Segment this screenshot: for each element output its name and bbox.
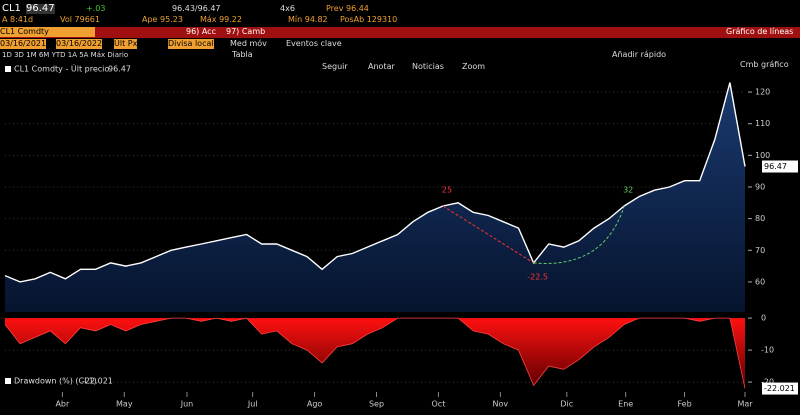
time: A 8:41d xyxy=(2,15,34,24)
open: Ape 95.23 xyxy=(142,15,183,24)
quick-add[interactable]: Añadir rápido xyxy=(612,50,667,59)
y-tick-label: 80 xyxy=(755,214,765,223)
y-tick-label: -20 xyxy=(761,378,774,387)
rally-annotation xyxy=(533,205,625,264)
chart-change[interactable]: Cmb gráfico xyxy=(740,60,789,69)
x-tick-label: Ene xyxy=(618,400,633,409)
drawdown-line xyxy=(4,317,746,389)
last-value-label: 96.47 xyxy=(764,162,787,171)
table-button[interactable]: Tabla xyxy=(232,50,253,59)
legend-value: -22.021 xyxy=(82,377,113,386)
bid-ask: 96.43/96.47 xyxy=(172,4,221,13)
last-value-label: -22.021 xyxy=(764,384,795,393)
y-tick-label: 100 xyxy=(755,151,770,160)
area-fill xyxy=(5,318,745,389)
tool-news[interactable]: Noticias xyxy=(412,62,444,71)
toolbar-bar xyxy=(0,27,800,38)
actions-menu[interactable]: 96) Acc xyxy=(186,27,216,36)
x-tick-label: Nov xyxy=(493,400,509,409)
x-tick-label: Ago xyxy=(307,400,323,409)
tool-follow[interactable]: Seguir xyxy=(322,62,348,71)
x-tick-label: Sep xyxy=(369,400,384,409)
tool-annotate[interactable]: Anotar xyxy=(368,62,395,71)
change-menu[interactable]: 97) Camb xyxy=(226,27,266,36)
prev: Prev 96.44 xyxy=(326,4,369,13)
area-fill xyxy=(5,82,745,312)
annotation: 25 xyxy=(442,185,452,194)
change: +.03 xyxy=(86,4,106,13)
y-tick-label: 90 xyxy=(755,182,765,191)
y-tick-label: 0 xyxy=(761,314,766,323)
low: Mín 94.82 xyxy=(288,15,328,24)
security-field[interactable]: CL1 Comdty xyxy=(0,27,95,37)
legend-label: Drawdown (%) (CL1) xyxy=(14,377,97,386)
y-tick-label: -10 xyxy=(761,346,774,355)
x-tick-label: May xyxy=(116,400,133,409)
x-tick-label: Feb xyxy=(678,400,692,409)
drawdown-annotation xyxy=(442,205,534,264)
last-value-box xyxy=(762,160,798,173)
volume: Vol 79661 xyxy=(60,15,100,24)
x-tick-label: Mar xyxy=(737,400,753,409)
price-line xyxy=(4,82,746,283)
view-title: Gráfico de líneas xyxy=(726,27,794,36)
legend-value: 96.47 xyxy=(108,65,131,74)
end-date[interactable]: 03/16/2022 xyxy=(56,39,103,49)
y-tick-label: 60 xyxy=(755,277,765,286)
y-tick-label: 70 xyxy=(755,246,765,255)
last-value-box xyxy=(762,382,798,395)
open-interest: PosAb 129310 xyxy=(340,15,398,24)
annotation: 32 xyxy=(623,185,633,194)
key-events[interactable]: Eventos clave xyxy=(286,39,342,48)
x-tick-label: Jul xyxy=(247,400,258,409)
x-tick-label: Jun xyxy=(180,400,194,409)
size: 4x6 xyxy=(280,4,295,13)
field-select[interactable]: Últ Px xyxy=(114,39,138,49)
y-tick-label: 110 xyxy=(755,119,770,128)
ticker: CL1 xyxy=(2,3,21,14)
last-price: 96.47 xyxy=(26,3,55,14)
moving-average[interactable]: Med móv xyxy=(230,39,267,48)
x-tick-label: Oct xyxy=(432,400,446,409)
x-tick-label: Abr xyxy=(55,400,70,409)
legend-swatch xyxy=(5,66,11,72)
annotation: -22.5 xyxy=(527,272,548,281)
start-date[interactable]: 03/16/2021 xyxy=(0,39,47,49)
period-buttons[interactable]: 1D 3D 1M 6M YTD 1A 5A Máx Diario xyxy=(2,51,129,59)
currency-select[interactable]: Divisa local xyxy=(168,39,214,49)
legend-swatch xyxy=(5,378,11,384)
high: Máx 99.22 xyxy=(200,15,242,24)
x-tick-label: Dic xyxy=(560,400,573,409)
legend-label: CL1 Comdty - Últ precio xyxy=(14,63,109,74)
tool-zoom[interactable]: Zoom xyxy=(462,62,486,71)
y-tick-label: 120 xyxy=(755,88,770,97)
